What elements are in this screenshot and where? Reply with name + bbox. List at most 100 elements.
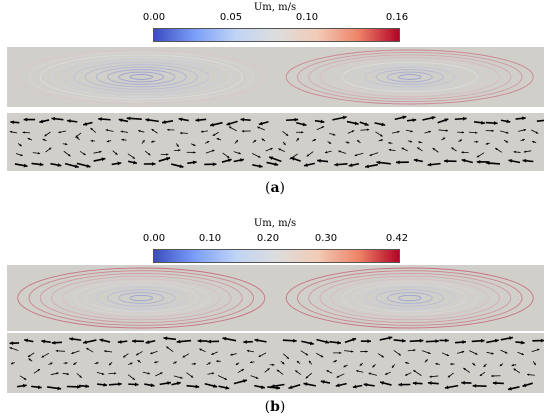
streamline xyxy=(28,270,254,326)
velocity-arrowhead xyxy=(472,383,477,388)
velocity-arrowhead xyxy=(401,338,406,343)
velocity-arrowhead xyxy=(130,362,133,365)
velocity-arrowhead xyxy=(270,147,273,151)
velocity-arrowhead xyxy=(444,159,448,163)
velocity-arrowhead xyxy=(381,122,386,127)
velocity-arrowhead xyxy=(260,385,265,389)
velocity-arrowhead xyxy=(71,351,74,355)
velocity-arrowhead xyxy=(491,129,494,132)
velocity-arrowhead xyxy=(412,118,417,123)
velocity-arrowhead xyxy=(476,155,480,158)
velocity-arrowhead xyxy=(427,381,432,386)
velocity-arrowhead xyxy=(366,128,370,131)
velocity-arrowhead xyxy=(511,363,514,367)
colorbar-a-tick-1: 0.05 xyxy=(219,12,243,23)
velocity-arrowhead xyxy=(309,341,314,346)
velocity-arrowhead xyxy=(444,118,449,122)
velocity-arrowhead xyxy=(68,153,71,157)
velocity-arrowhead xyxy=(283,142,286,145)
velocity-arrowhead xyxy=(83,340,87,345)
velocity-arrowhead xyxy=(506,131,509,134)
streamline xyxy=(62,278,221,318)
velocity-arrowhead xyxy=(301,131,304,134)
streamline xyxy=(107,289,176,307)
velocity-arrowhead xyxy=(475,131,478,134)
velocity-arrowhead xyxy=(367,339,371,344)
streamline xyxy=(50,275,232,321)
velocity-arrowhead xyxy=(77,384,81,389)
velocity-arrowhead xyxy=(326,370,329,373)
velocity-arrowhead xyxy=(537,348,540,351)
velocity-arrowhead xyxy=(368,372,371,375)
velocity-arrowhead xyxy=(428,130,431,133)
velocity-arrowhead xyxy=(222,336,227,341)
velocity-arrowhead xyxy=(494,338,499,343)
velocity-arrowhead xyxy=(212,149,215,152)
colorbar-b-tick-1: 0.10 xyxy=(198,233,222,244)
velocity-arrowhead xyxy=(491,374,494,378)
colorbar-a-tick-2: 0.10 xyxy=(295,12,319,23)
velocity-arrowhead xyxy=(380,381,384,385)
velocity-arrowhead xyxy=(351,130,355,133)
velocity-arrowhead xyxy=(272,363,275,366)
velocity-arrowhead xyxy=(504,351,508,354)
velocity-arrowhead xyxy=(413,349,416,352)
streamline-plot-b xyxy=(17,267,534,329)
velocity-arrowhead xyxy=(461,151,464,154)
velocity-arrowhead xyxy=(481,120,485,125)
velocity-arrowhead xyxy=(356,369,359,373)
colorbar-a-tick-3: 0.16 xyxy=(385,12,409,23)
velocity-arrowhead xyxy=(243,340,247,344)
velocity-arrowhead xyxy=(99,150,102,154)
velocity-arrowhead xyxy=(413,158,418,163)
velocity-arrowhead xyxy=(226,155,230,158)
velocity-arrowhead xyxy=(151,162,156,166)
streamline xyxy=(95,66,187,88)
velocity-arrowhead xyxy=(151,140,154,143)
velocity-arrowhead xyxy=(348,163,353,168)
velocity-arrowhead xyxy=(267,368,270,371)
velocity-arrowhead xyxy=(522,116,526,121)
velocity-arrowhead xyxy=(401,147,405,150)
velocity-arrowhead xyxy=(211,372,215,375)
velocity-arrowhead xyxy=(216,360,219,363)
velocity-arrowhead xyxy=(509,336,513,340)
velocity-arrowhead xyxy=(288,385,293,390)
velocity-arrowhead xyxy=(450,362,453,366)
velocity-arrowhead xyxy=(328,141,332,144)
velocity-arrowhead xyxy=(336,375,340,378)
velocity-arrowhead xyxy=(354,153,358,157)
velocity-arrowhead xyxy=(334,162,338,167)
velocity-arrowhead xyxy=(343,365,346,368)
velocity-arrowhead xyxy=(472,363,476,366)
velocity-arrowhead xyxy=(228,126,232,129)
velocity-arrowhead xyxy=(523,128,526,132)
velocity-arrowhead xyxy=(58,130,61,134)
streamline xyxy=(319,56,501,98)
velocity-arrowhead xyxy=(513,368,516,371)
velocity-arrowhead xyxy=(485,142,489,145)
velocity-arrowhead xyxy=(507,386,512,391)
velocity-arrowhead xyxy=(69,337,74,341)
velocity-arrowhead xyxy=(276,369,280,372)
velocity-arrowhead xyxy=(296,360,300,364)
velocity-arrowhead xyxy=(98,117,102,121)
velocity-arrowhead xyxy=(257,126,260,129)
velocity-arrowhead xyxy=(208,362,211,365)
velocity-arrowhead xyxy=(83,122,88,126)
velocity-arrowhead xyxy=(243,379,247,383)
velocity-arrowhead xyxy=(397,130,400,134)
velocity-arrowhead xyxy=(523,150,527,153)
velocity-arrowhead xyxy=(42,138,46,142)
velocity-arrowhead xyxy=(192,160,197,165)
velocity-arrowhead xyxy=(23,117,28,122)
velocity-arrowhead xyxy=(123,355,126,358)
velocity-arrowhead xyxy=(120,130,123,133)
velocity-arrowhead xyxy=(27,354,31,357)
velocity-arrowhead xyxy=(37,369,40,372)
streamline xyxy=(118,71,165,83)
velocity-arrowhead xyxy=(160,372,163,375)
velocity-arrowhead xyxy=(480,338,485,343)
velocity-arrowhead xyxy=(461,350,465,354)
velocity-arrowhead xyxy=(142,140,145,143)
